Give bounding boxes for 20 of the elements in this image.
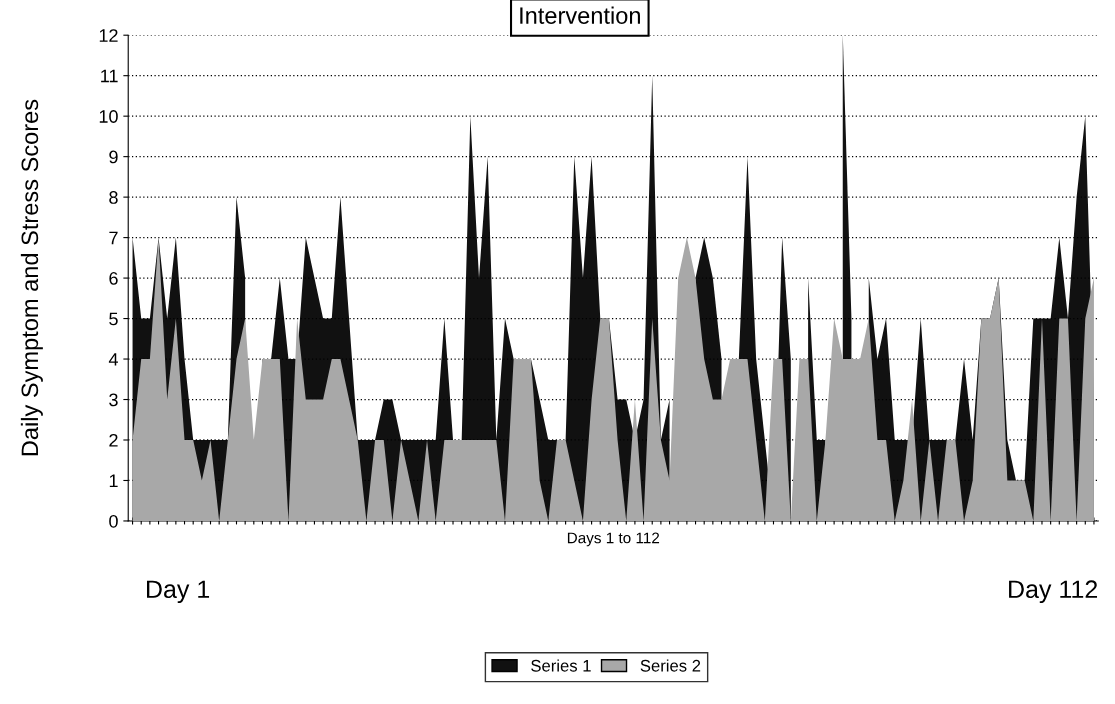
y-tick-label: 11 — [101, 69, 118, 83]
y-tick-label: 8 — [109, 191, 118, 204]
legend-label: Series 1 — [531, 659, 591, 672]
text: Day 112 — [1009, 580, 1098, 604]
y-tick-label: 12 — [99, 29, 118, 42]
y-tick-label: 1 — [109, 474, 118, 488]
y-tick-label: 2 — [109, 433, 118, 447]
y-tick-label: 10 — [99, 110, 118, 123]
text: Day 1 — [147, 580, 210, 604]
legend-label: Series 2 — [640, 659, 701, 672]
y-tick-label: 6 — [109, 272, 118, 285]
y-axis-title: Daily Symptom and Stress Scores — [20, 99, 43, 456]
y-tick-label: 3 — [109, 393, 118, 407]
y-tick-label: 7 — [109, 231, 118, 245]
x-axis-title: Days 1 to 112 — [567, 532, 660, 547]
y-tick-label: 9 — [109, 150, 118, 164]
y-tick-label: 0 — [109, 514, 118, 528]
y-tick-label: 4 — [108, 353, 118, 366]
y-tick-label: 5 — [109, 312, 118, 326]
text: Intervention — [520, 6, 640, 24]
